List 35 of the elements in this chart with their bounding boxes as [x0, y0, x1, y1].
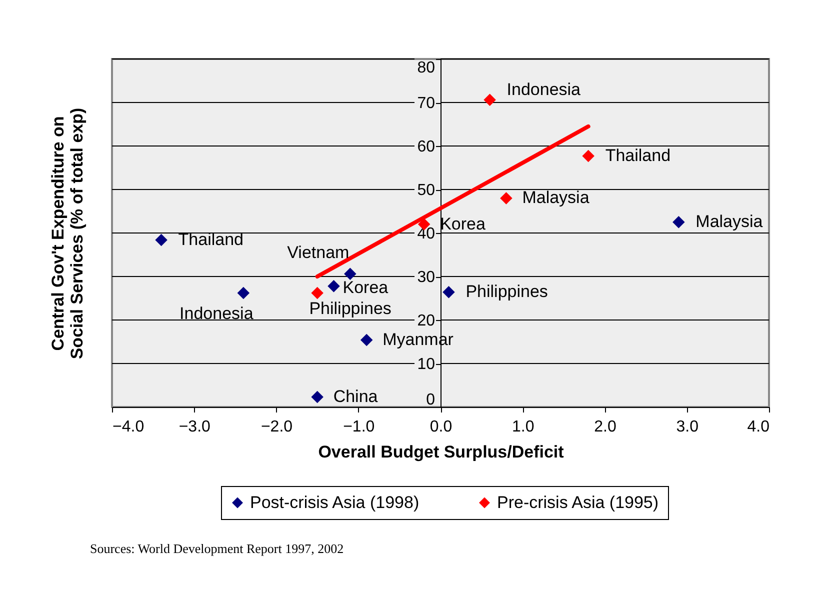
- annotation: Indonesia: [180, 304, 254, 324]
- x-tick-label: 2.0: [594, 418, 616, 436]
- annotation: Thailand: [178, 230, 244, 249]
- x-tick-label: −1.0: [343, 418, 375, 436]
- y-tick-label: 0: [426, 392, 436, 408]
- y-axis-title: Central Gov't Expenditure on Social Services (% of total exp): [48, 108, 86, 360]
- y-tick-label: 50: [417, 182, 436, 199]
- annotation: Korea: [342, 278, 389, 298]
- y-tick-label: 30: [417, 269, 436, 286]
- x-tick-label: 4.0: [747, 418, 770, 436]
- y-tick-label: 70: [417, 95, 436, 112]
- y-tick-label: 10: [417, 356, 436, 373]
- legend-label: Post-crisis Asia (1998): [250, 492, 420, 512]
- x-tick-label: 0.0: [430, 418, 452, 436]
- y-tick-label: 40: [417, 226, 436, 242]
- x-tick-label: −2.0: [260, 418, 293, 436]
- y-tick-label: 60: [417, 138, 436, 156]
- annotation: Indonesia: [506, 80, 582, 99]
- x-tick-label: −4.0: [112, 418, 144, 436]
- x-tick-label: 3.0: [676, 418, 699, 436]
- y-tick-label: 20: [417, 312, 436, 330]
- annotation: Philippines: [466, 282, 548, 302]
- annotation: Korea: [440, 214, 486, 234]
- x-axis-title: Overall Budget Surplus/Deficit: [318, 442, 564, 462]
- annotation: Malaysia: [696, 212, 764, 232]
- x-tick-label: 1.0: [512, 418, 534, 436]
- y-tick-label: 80: [417, 60, 436, 76]
- annotation: Thailand: [605, 146, 671, 166]
- annotation: Vietnam: [287, 242, 350, 262]
- source-note: Sources: World Development Report 1997, 2002: [90, 541, 344, 557]
- annotation: Malaysia: [522, 188, 590, 208]
- annotation: China: [333, 386, 378, 406]
- annotation: Philippines: [309, 299, 392, 318]
- x-tick-label: −3.0: [178, 418, 211, 436]
- legend-label: Pre-crisis Asia (1995): [497, 492, 659, 512]
